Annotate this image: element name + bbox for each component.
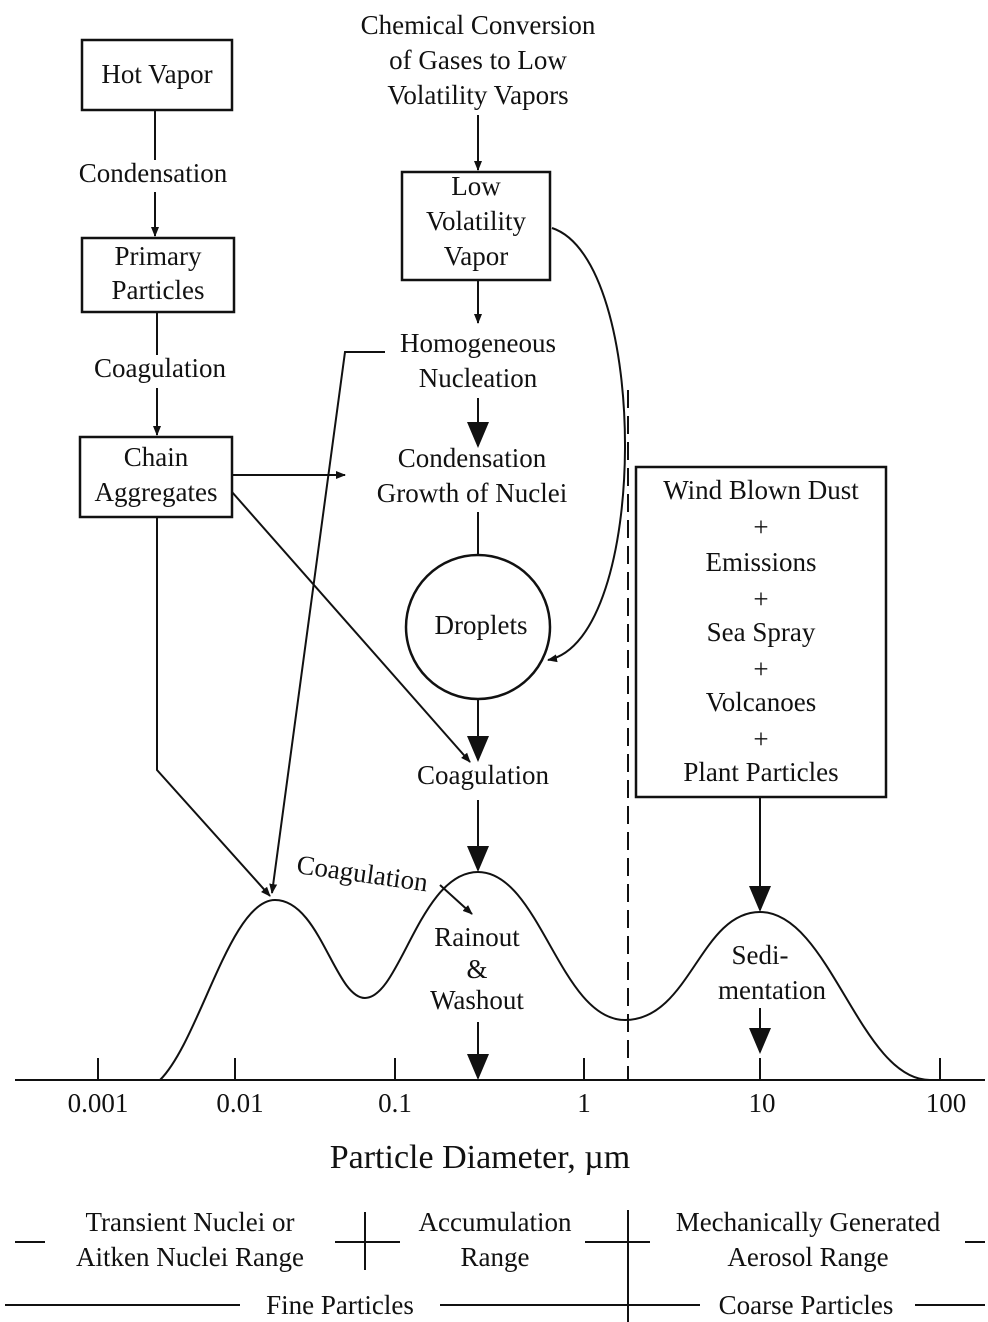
- box-label: Vapor: [444, 241, 508, 271]
- step: Coagulation: [94, 353, 226, 383]
- curve-label: &: [466, 954, 487, 984]
- axis-label: Particle Diameter, µm: [330, 1139, 631, 1176]
- step: Growth of Nuclei: [377, 478, 567, 508]
- source: Chemical Conversion: [361, 10, 596, 40]
- step: Nucleation: [419, 363, 538, 393]
- step: Droplets: [435, 610, 528, 640]
- range-label: Aitken Nuclei Range: [76, 1242, 304, 1272]
- curve-label: Coagulation: [295, 849, 430, 897]
- curve-label: Washout: [430, 985, 524, 1015]
- step: Homogeneous: [400, 328, 556, 358]
- tick-label: 10: [749, 1088, 776, 1118]
- curve-label: Sedi-: [732, 940, 789, 970]
- range-label: Mechanically Generated: [676, 1207, 941, 1237]
- box-label: Wind Blown Dust: [663, 475, 859, 505]
- box-label: Volatility: [426, 206, 527, 236]
- step: Coagulation: [417, 760, 549, 790]
- source: Volatility Vapors: [387, 80, 568, 110]
- box-label: +: [753, 724, 768, 754]
- box-label: Particles: [112, 275, 205, 305]
- labels: Chemical Conversion of Gases to Low Vola…: [68, 10, 967, 1320]
- range-label: Range: [461, 1242, 530, 1272]
- tick-label: 0.001: [68, 1088, 129, 1118]
- box-label: Emissions: [705, 547, 816, 577]
- source: of Gases to Low: [389, 45, 567, 75]
- box-label: +: [753, 584, 768, 614]
- box-label: Plant Particles: [683, 757, 838, 787]
- range-label: Aerosol Range: [727, 1242, 888, 1272]
- box-label: Chain: [124, 442, 189, 472]
- box-label: Hot Vapor: [101, 59, 212, 89]
- box-label: Aggregates: [95, 477, 218, 507]
- range-label: Transient Nuclei or: [86, 1207, 295, 1237]
- step: Condensation: [398, 443, 547, 473]
- size-label: Coarse Particles: [719, 1290, 894, 1320]
- tick-label: 0.01: [216, 1088, 263, 1118]
- tick-label: 100: [926, 1088, 967, 1118]
- box-label: Volcanoes: [706, 687, 816, 717]
- range-label: Accumulation: [419, 1207, 572, 1237]
- box-label: Low: [451, 171, 501, 201]
- tick-label: 0.1: [378, 1088, 412, 1118]
- tick-label: 1: [577, 1088, 591, 1118]
- box-label: Sea Spray: [707, 617, 816, 647]
- box-label: +: [753, 512, 768, 542]
- curve-label: mentation: [718, 975, 826, 1005]
- box-label: Primary: [115, 241, 202, 271]
- box-label: +: [753, 654, 768, 684]
- step: Condensation: [79, 158, 228, 188]
- shapes: [5, 38, 985, 1322]
- curve-label: Rainout: [434, 922, 520, 952]
- size-label: Fine Particles: [266, 1290, 414, 1320]
